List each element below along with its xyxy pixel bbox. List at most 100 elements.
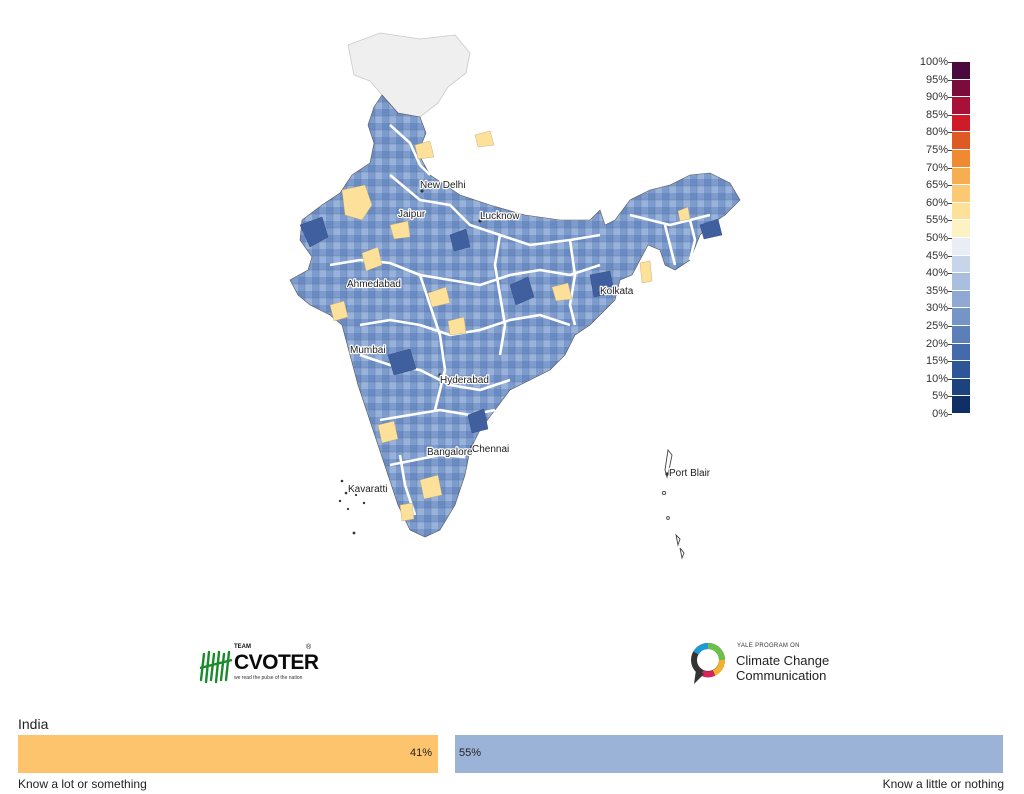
- know-a-lot-label: Know a lot or something: [18, 777, 147, 791]
- color-legend: 100% 95% 90% 85% 80% 75% 70% 65% 60% 55% 50% 45% 40%…: [900, 56, 980, 421]
- yale-program-text: YALE PROGRAM ON: [737, 643, 800, 649]
- city-label-jaipur: Jaipur: [398, 209, 426, 220]
- legend-swatch: [952, 185, 970, 202]
- andaman-nicobar-islands: [661, 448, 685, 560]
- india-mainland: [289, 94, 741, 538]
- legend-tick-mark: [948, 185, 952, 187]
- know-a-lot-bar: 41%: [18, 735, 438, 773]
- city-label-kolkata: Kolkata: [600, 286, 634, 297]
- city-label-ahmedabad: Ahmedabad: [347, 279, 401, 290]
- legend-tick-mark: [948, 167, 952, 169]
- cvoter-mark-icon: [199, 650, 233, 684]
- legend-tick-mark: [948, 220, 952, 222]
- legend-tick-mark: [948, 290, 952, 292]
- region-title: India: [18, 716, 49, 732]
- legend-swatch: [952, 308, 970, 325]
- legend-tick-mark: [948, 273, 952, 275]
- legend-tick-mark: [948, 202, 952, 204]
- legend-tick-label: 30%: [925, 302, 948, 315]
- city-label-port-blair: Port Blair: [669, 468, 711, 479]
- know-a-little-label: Know a little or nothing: [882, 777, 1004, 791]
- legend-swatch: [952, 202, 970, 220]
- legend-swatch: [952, 150, 970, 167]
- legend-tick-label: 60%: [925, 196, 948, 209]
- legend-tick-mark: [948, 378, 952, 380]
- cvoter-name-text: CVOTER: [234, 651, 319, 674]
- legend-tick-mark: [948, 97, 952, 99]
- legend-tick-label: 15%: [925, 355, 948, 368]
- low-share-districts: [299, 216, 723, 434]
- legend-tick-mark: [948, 396, 952, 398]
- know-a-little-value: 55%: [459, 747, 482, 759]
- legend-tick-label: 40%: [925, 267, 948, 280]
- legend-swatch: [952, 343, 970, 361]
- legend-swatch: [952, 290, 970, 308]
- legend-swatch: [952, 238, 970, 255]
- lakshadweep-islands: [338, 479, 366, 535]
- legend-tick-mark: [948, 361, 952, 363]
- legend-swatch: [952, 361, 970, 378]
- legend-tick-label: 100%: [919, 56, 948, 68]
- yale-title-line2: Communication: [736, 668, 827, 683]
- legend-swatch: [952, 79, 970, 97]
- legend-swatch: [952, 132, 970, 149]
- legend-swatch: [952, 114, 970, 132]
- legend-swatch: [952, 97, 970, 114]
- legend-tick-label: 95%: [925, 73, 948, 86]
- legend-tick-label: 90%: [925, 91, 948, 104]
- city-label-mumbai: Mumbai: [350, 345, 386, 356]
- legend-swatch: [952, 220, 970, 237]
- legend-tick-mark: [948, 238, 952, 239]
- high-share-districts: [329, 130, 691, 522]
- legend-swatch: [952, 273, 970, 290]
- legend-swatch: [952, 326, 970, 343]
- city-label-lucknow: Lucknow: [480, 211, 520, 222]
- legend-tick-label: 0%: [932, 408, 948, 420]
- legend-tick-mark: [948, 343, 952, 345]
- legend-tick-mark: [948, 114, 952, 116]
- legend-tick-label: 5%: [932, 390, 948, 403]
- legend-tick-label: 10%: [925, 372, 948, 385]
- legend-tick-label: 65%: [925, 179, 948, 192]
- legend-tick-mark: [948, 79, 952, 81]
- yale-title-line1: Climate Change: [736, 653, 830, 668]
- legend-tick-mark: [948, 255, 952, 257]
- legend-tick-label: 50%: [925, 232, 948, 244]
- know-a-little-bar: 55%: [455, 735, 1003, 773]
- legend-tick-mark: [948, 308, 952, 310]
- yale-climate-logo: YALE PROGRAM ON Climate Change Communica…: [688, 640, 858, 690]
- city-label-chennai: Chennai: [472, 444, 509, 455]
- legend-tick-mark: [948, 132, 952, 134]
- legend-tick-mark: [948, 150, 952, 151]
- legend-tick-label: 80%: [925, 126, 948, 139]
- legend-tick-mark: [948, 62, 952, 63]
- speech-bubble-ring-icon: [691, 643, 725, 684]
- cvoter-team-text: TEAM: [234, 644, 251, 650]
- legend-tick-label: 75%: [925, 144, 948, 156]
- legend-tick-label: 85%: [925, 108, 948, 121]
- india-map: New Delhi Jaipur Lucknow Ahmedabad Kolka…: [289, 32, 741, 560]
- city-label-bangalore: Bangalore: [427, 447, 473, 458]
- legend-swatch: [952, 396, 970, 413]
- cvoter-registered-mark: ®: [306, 644, 312, 651]
- cvoter-logo: TEAM CVOTER ® we read the pulse of the n…: [198, 642, 319, 686]
- know-a-lot-value: 41%: [409, 747, 432, 759]
- city-label-kavaratti: Kavaratti: [348, 484, 387, 495]
- legend-tick-mark: [948, 326, 952, 327]
- city-dots: [345, 189, 669, 491]
- legend-tick-label: 35%: [925, 284, 948, 297]
- legend-swatch: [952, 167, 970, 185]
- legend-tick-label: 20%: [925, 337, 948, 350]
- legend-tick-label: 70%: [925, 161, 948, 174]
- legend-tick-mark: [948, 414, 952, 415]
- legend-tick-label: 45%: [925, 249, 948, 262]
- legend-swatch: [952, 255, 970, 273]
- city-label-hyderabad: Hyderabad: [440, 375, 489, 386]
- city-label-new-delhi: New Delhi: [420, 180, 466, 191]
- cvoter-tagline: we read the pulse of the nation: [234, 675, 303, 681]
- legend-tick-label: 25%: [925, 320, 948, 332]
- legend-swatch: [952, 62, 970, 79]
- legend-swatch: [952, 378, 970, 396]
- jammu-kashmir-region: [347, 32, 471, 118]
- legend-tick-label: 55%: [925, 214, 948, 227]
